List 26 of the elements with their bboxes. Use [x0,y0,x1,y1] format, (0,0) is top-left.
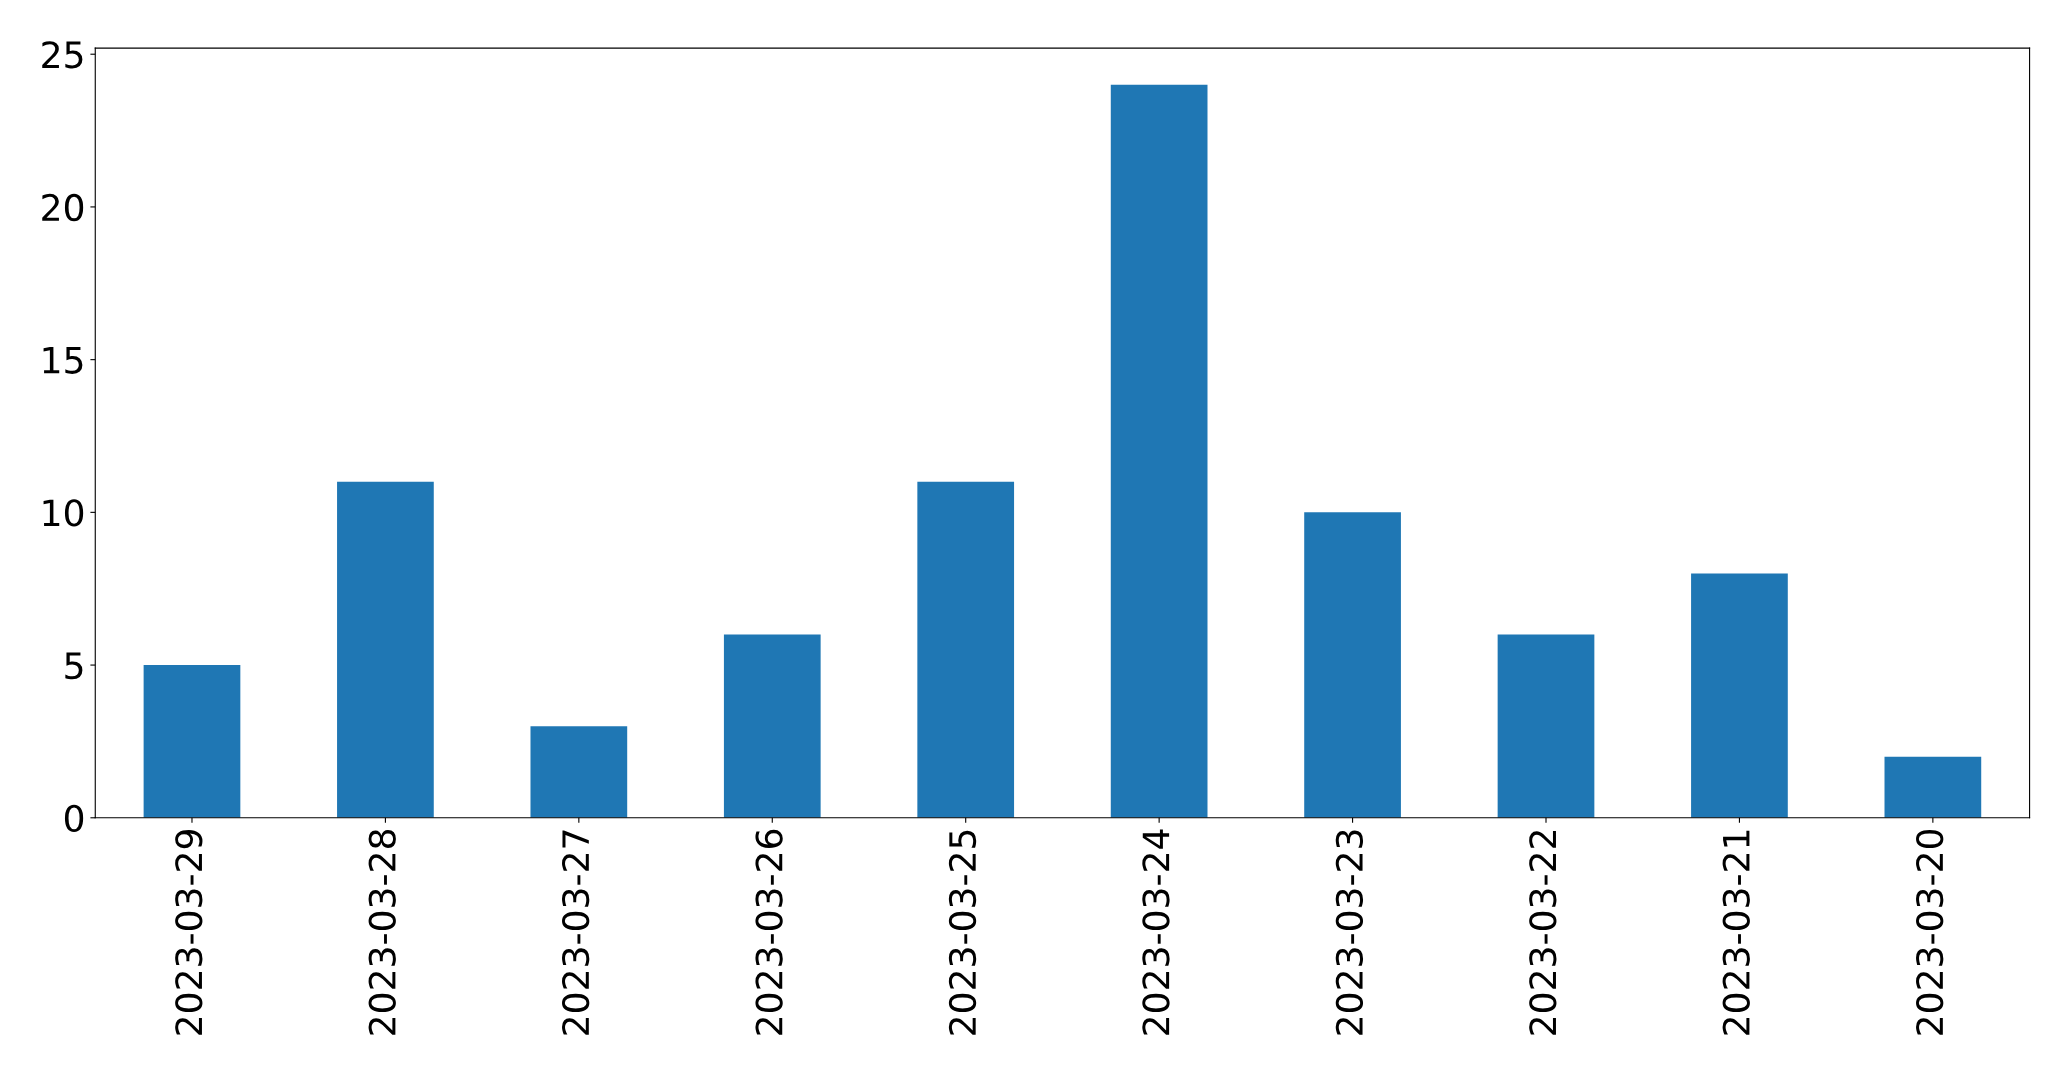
bar [917,481,1015,818]
x-tick-label: 2023-03-29 [175,830,203,1035]
y-tick-label: 20 [42,193,84,222]
x-tick-label: 2023-03-23 [1335,830,1364,1035]
x-tick-label: 2023-03-20 [1916,829,1944,1035]
bar [530,726,628,818]
bar [1884,756,1982,818]
x-tick-label: 2023-03-28 [368,829,396,1035]
y-tick-label: 5 [65,652,83,680]
x-tick-label: 2023-03-25 [948,830,977,1035]
y-tick-label: 0 [64,804,84,833]
x-tick-label: 2023-03-26 [755,829,783,1035]
x-tick-label: 2023-03-21 [1722,830,1750,1035]
bar [1691,573,1788,818]
bar [143,665,241,818]
bar [723,634,821,818]
bar [1304,512,1401,818]
bar [1497,634,1595,818]
y-tick-label: 10 [43,499,84,527]
bar [337,481,434,818]
y-tick-label: 25 [42,41,83,69]
x-tick-label: 2023-03-24 [1142,829,1170,1035]
bar [1110,84,1208,818]
x-tick-label: 2023-03-27 [562,830,590,1035]
x-tick-label: 2023-03-22 [1529,831,1557,1035]
y-tick-label: 15 [43,347,83,374]
